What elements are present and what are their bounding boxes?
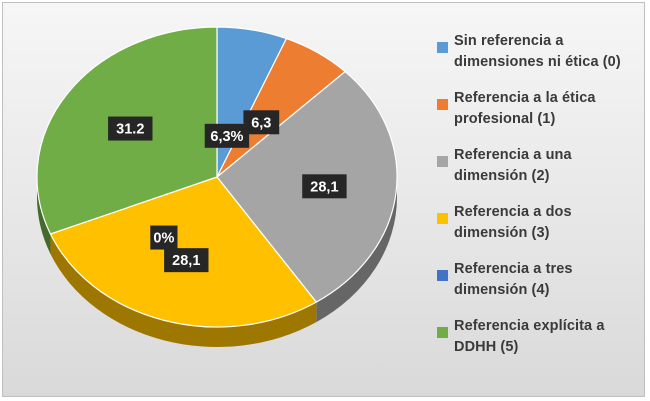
legend-label-line2: dimensión (4): [454, 282, 550, 298]
legend-label-line2: profesional (1): [454, 111, 556, 127]
data-label-text: 6,3%: [210, 129, 243, 145]
chart-area: 6,3% 6,3 28,1 28,1 0% 31.2 Sin referencia a d…: [2, 2, 645, 397]
data-label: 6,3: [243, 110, 280, 135]
data-label: 6,3%: [204, 123, 250, 148]
pie-slice-side: [37, 177, 51, 254]
legend-label-line2: dimensión (2): [454, 168, 550, 184]
chart-legend: Sin referencia a dimensiones ni ética (0…: [433, 31, 638, 373]
data-label-box: [302, 174, 347, 199]
legend-swatch: [437, 213, 448, 224]
legend-label-line1: Referencia explícita a: [454, 318, 605, 334]
data-label-box: [204, 123, 250, 148]
legend-label-line1: Sin referencia a: [454, 33, 564, 49]
legend-label-line1: Referencia a tres: [454, 261, 573, 277]
legend-item: Referencia a tres dimensión (4): [433, 259, 638, 316]
data-label-box: [150, 225, 178, 250]
legend-item: Referencia explícita a DDHH (5): [433, 316, 638, 373]
legend-item: Sin referencia a dimensiones ni ética (0…: [433, 31, 638, 88]
pie-slice-side: [316, 177, 397, 323]
data-label-text: 0%: [153, 231, 174, 247]
legend-label-line2: DDHH (5): [454, 339, 519, 355]
legend-label-line1: Referencia a dos: [454, 204, 572, 220]
legend-swatch: [437, 99, 448, 110]
pie-plot-area: 6,3% 6,3 28,1 28,1 0% 31.2: [36, 26, 398, 347]
data-label: 0%: [150, 225, 178, 250]
data-label: 31.2: [108, 116, 153, 141]
legend-swatch: [437, 327, 448, 338]
legend-swatch: [437, 156, 448, 167]
legend-swatch: [437, 270, 448, 281]
data-label-box: [164, 248, 209, 273]
data-label-text: 6,3: [251, 115, 271, 131]
legend-item: Referencia a una dimensión (2): [433, 145, 638, 202]
legend-item: Referencia a la ética profesional (1): [433, 88, 638, 145]
pie-side-walls: [37, 177, 397, 347]
data-label-text: 28,1: [172, 253, 200, 269]
legend-label-line1: Referencia a la ética: [454, 90, 596, 106]
pie-slice-side: [50, 233, 317, 347]
legend-item: Referencia a dos dimensión (3): [433, 202, 638, 259]
legend-label-line1: Referencia a una: [454, 147, 572, 163]
data-label-text: 31.2: [116, 122, 144, 138]
data-label-box: [243, 110, 280, 135]
legend-swatch: [437, 42, 448, 53]
data-label-box: [108, 116, 153, 141]
legend-label-line2: dimensión (3): [454, 225, 550, 241]
legend-label-line2: dimensiones ni ética (0): [454, 54, 621, 70]
data-label-text: 28,1: [310, 179, 338, 195]
data-labels: 6,3% 6,3 28,1 28,1 0% 31.2: [108, 110, 347, 273]
data-label: 28,1: [302, 174, 347, 199]
data-label: 28,1: [164, 248, 209, 273]
